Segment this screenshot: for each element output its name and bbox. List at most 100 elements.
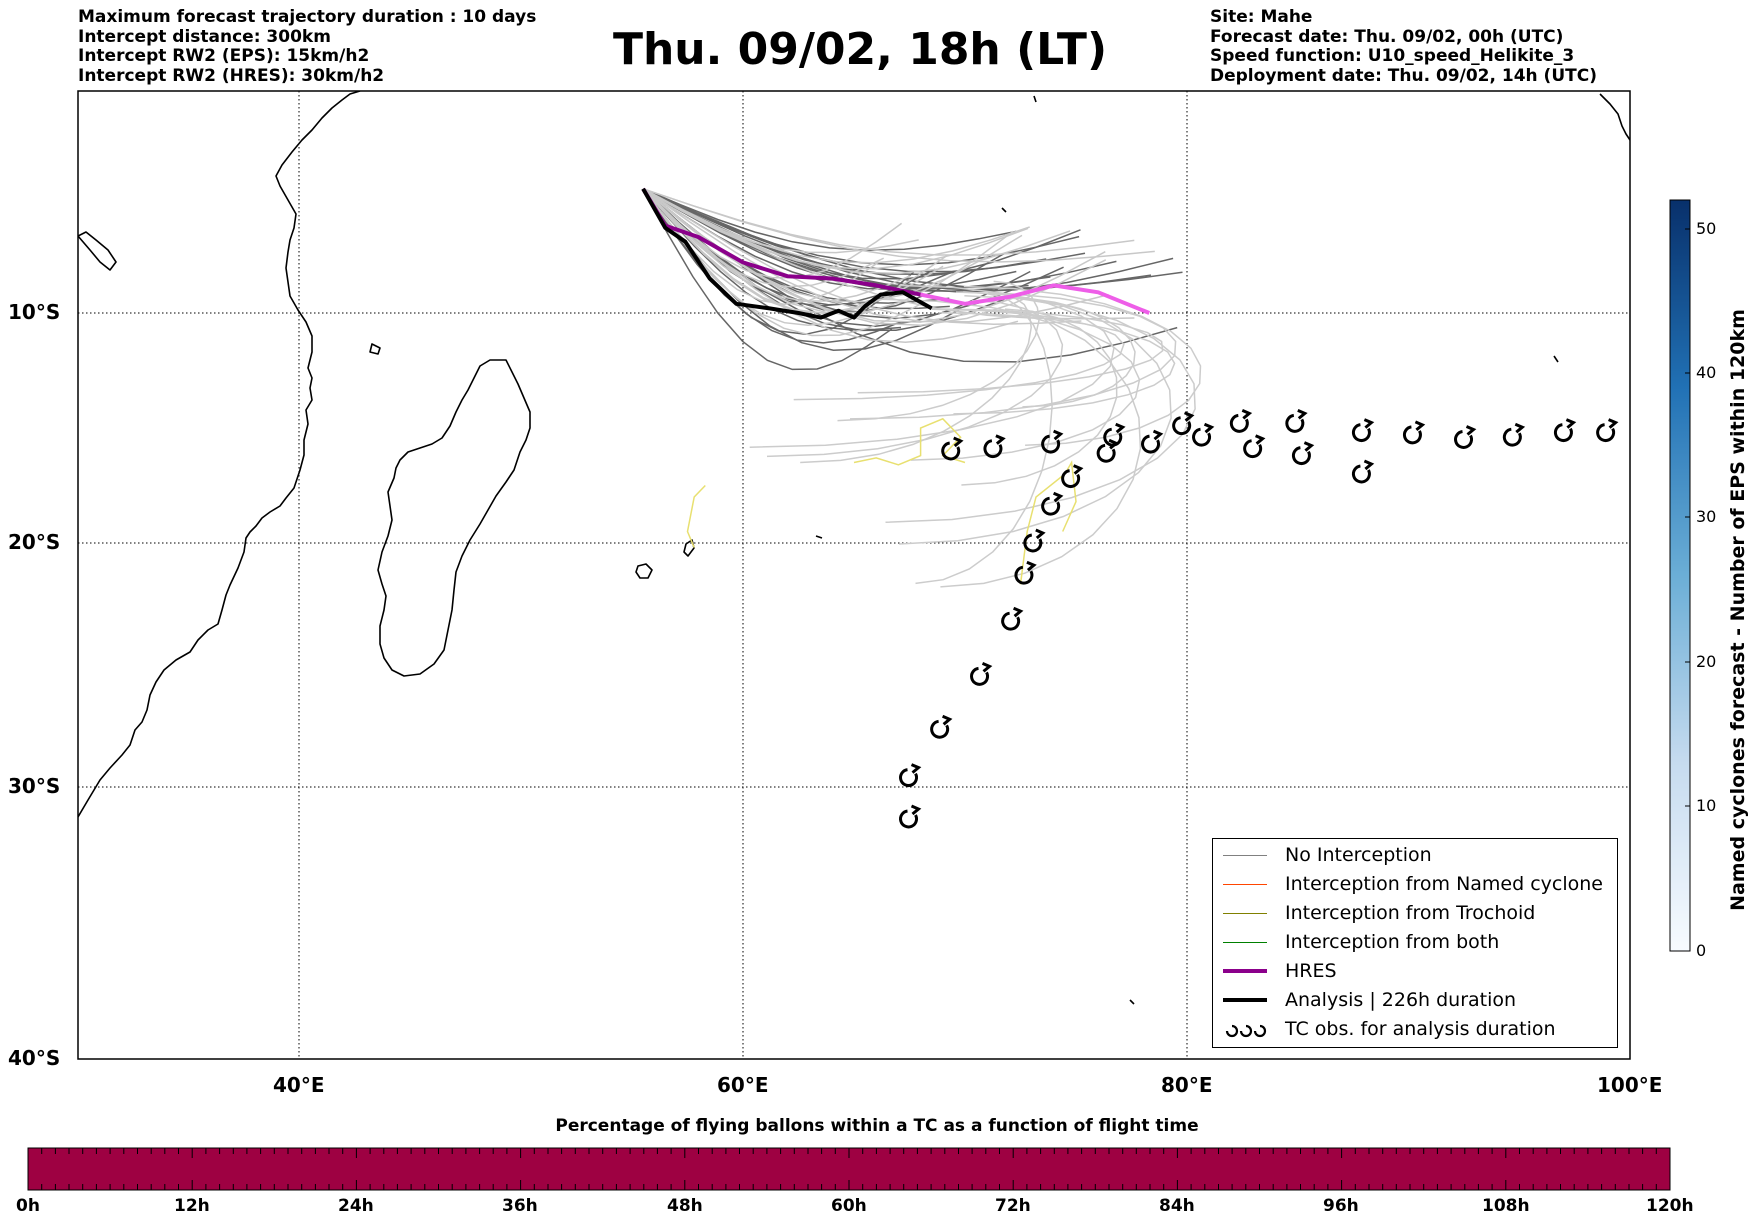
tc-obs-marker bbox=[1229, 409, 1253, 433]
tc-obs-marker bbox=[1001, 606, 1024, 631]
bar-tick-label: 36h bbox=[502, 1196, 538, 1216]
bar-tick-label: 96h bbox=[1323, 1196, 1359, 1216]
header-intercept-hres: Intercept RW2 (HRES): 30km/h2 bbox=[78, 65, 385, 86]
header-intercept-distance: Intercept distance: 300km bbox=[78, 26, 331, 47]
lat-tick-label: 20°S bbox=[8, 530, 61, 554]
legend-label: Interception from both bbox=[1285, 931, 1500, 953]
eps-member-line bbox=[938, 311, 1176, 415]
map-frame bbox=[77, 90, 1631, 1060]
tc-obs-marker bbox=[1041, 491, 1064, 516]
tc-obs-marker bbox=[1454, 425, 1477, 449]
bar-tick-label: 60h bbox=[831, 1196, 867, 1216]
colorbar bbox=[1669, 199, 1691, 952]
hres-trajectory bbox=[641, 187, 922, 297]
header-intercept-eps: Intercept RW2 (EPS): 15km/h2 bbox=[78, 46, 370, 66]
header-forecast-date: Forecast date: Thu. 09/02, 00h (UTC) bbox=[1210, 26, 1564, 47]
header-right: Site: Mahe Forecast date: Thu. 09/02, 00… bbox=[1210, 7, 1597, 86]
bar-tick-label: 84h bbox=[1159, 1196, 1195, 1216]
reunion-island bbox=[635, 563, 653, 579]
colorbar-tick-label: 0 bbox=[1696, 941, 1707, 960]
legend-item-analysis: Analysis | 226h duration bbox=[1223, 986, 1516, 1014]
sri-lanka-coastline bbox=[1599, 93, 1630, 141]
legend-item-no-interception: No Interception bbox=[1223, 841, 1432, 869]
madagascar-coastline bbox=[377, 359, 531, 677]
colorbar-tick-label: 50 bbox=[1696, 219, 1717, 238]
comoros-island bbox=[369, 343, 381, 355]
eps-member-line bbox=[793, 308, 1125, 401]
tc-symbol-icon bbox=[1225, 1024, 1267, 1038]
tc-obs-marker bbox=[1061, 464, 1084, 488]
eps-member-line bbox=[642, 188, 1071, 275]
tc-obs-marker bbox=[1172, 411, 1195, 436]
tc-obs-marker bbox=[1285, 409, 1308, 433]
eps-member-line bbox=[642, 188, 1135, 256]
eps-member-line bbox=[800, 295, 1032, 464]
eps-member-line bbox=[642, 188, 893, 371]
maldives-island bbox=[1033, 95, 1037, 103]
tc-obs-marker bbox=[1243, 434, 1266, 459]
legend-label: TC obs. for analysis duration bbox=[1285, 1018, 1556, 1040]
tc-obs-marker bbox=[1553, 418, 1577, 442]
eps-members-yellow-loops bbox=[686, 417, 1077, 585]
eps-member-line bbox=[642, 188, 903, 279]
percentage-bar-title: Percentage of flying ballons within a TC… bbox=[555, 1116, 1199, 1136]
eps-member-line bbox=[853, 417, 966, 466]
tc-obs-marker bbox=[1014, 560, 1037, 585]
legend-label: HRES bbox=[1285, 960, 1337, 982]
legend-item-named-cyclone: Interception from Named cyclone bbox=[1223, 870, 1603, 898]
lon-tick-label: 80°E bbox=[1161, 1073, 1213, 1097]
eps-member-line bbox=[642, 188, 1017, 252]
header-site: Site: Mahe bbox=[1210, 7, 1313, 27]
tc-observations bbox=[899, 409, 1619, 829]
eps-members-no-interception bbox=[642, 188, 1202, 588]
tc-obs-marker bbox=[1192, 422, 1215, 447]
legend-item-trochoid: Interception from Trochoid bbox=[1223, 899, 1535, 927]
tc-obs-marker bbox=[983, 434, 1006, 459]
arabia-coastline bbox=[78, 231, 117, 271]
eps-member-line bbox=[899, 291, 1172, 545]
amsterdam-island bbox=[1129, 999, 1135, 1005]
eps-member-line bbox=[642, 188, 1019, 344]
header-left: Maximum forecast trajectory duration : 1… bbox=[78, 7, 537, 86]
bar-tick-label: 120h bbox=[1646, 1196, 1694, 1216]
bar-tick-label: 0h bbox=[16, 1196, 40, 1216]
colorbar-tick-label: 10 bbox=[1696, 796, 1717, 815]
tc-obs-marker bbox=[1291, 441, 1315, 465]
tc-obs-marker bbox=[1103, 422, 1126, 447]
eps-member-line bbox=[849, 291, 1177, 420]
eps-member-line bbox=[915, 292, 1053, 585]
eps-member-line bbox=[940, 309, 1142, 588]
tc-obs-marker bbox=[1502, 422, 1526, 447]
eps-member-line bbox=[642, 188, 1029, 270]
lat-tick-label: 10°S bbox=[8, 300, 61, 324]
colorbar-tick-label: 20 bbox=[1696, 652, 1717, 671]
tc-obs-marker bbox=[899, 804, 922, 829]
header-max-duration: Maximum forecast trajectory duration : 1… bbox=[78, 7, 537, 27]
lat-tick-label: 30°S bbox=[8, 774, 61, 798]
header-deployment-date: Deployment date: Thu. 09/02, 14h (UTC) bbox=[1210, 65, 1597, 86]
tc-obs-marker bbox=[1351, 418, 1375, 442]
lat-tick-label: 40°S bbox=[8, 1046, 61, 1070]
legend-item-hres: HRES bbox=[1223, 957, 1337, 985]
legend: No Interception Interception from Named … bbox=[1212, 838, 1618, 1048]
legend-item-tc-obs: TC obs. for analysis duration bbox=[1223, 1015, 1556, 1043]
bar-tick-label: 12h bbox=[174, 1196, 210, 1216]
legend-label: Analysis | 226h duration bbox=[1285, 989, 1517, 1011]
tc-obs-marker bbox=[1596, 418, 1619, 442]
eps-member-line bbox=[1019, 460, 1077, 585]
legend-label: Interception from Trochoid bbox=[1285, 902, 1536, 924]
tc-obs-marker bbox=[930, 714, 953, 739]
chagos-island bbox=[1001, 207, 1007, 213]
map-title: Thu. 09/02, 18h (LT) bbox=[612, 24, 1108, 75]
legend-label: No Interception bbox=[1285, 844, 1432, 866]
tc-obs-marker bbox=[1402, 420, 1426, 445]
bar-tick-label: 24h bbox=[338, 1196, 374, 1216]
lon-tick-label: 40°E bbox=[273, 1073, 325, 1097]
rodrigues-island bbox=[815, 535, 823, 539]
eps-member-line bbox=[686, 484, 706, 548]
tc-obs-marker bbox=[970, 662, 993, 686]
colorbar-tick-label: 40 bbox=[1696, 363, 1717, 382]
bar-tick-label: 108h bbox=[1482, 1196, 1530, 1216]
cocos-island bbox=[1553, 355, 1559, 363]
